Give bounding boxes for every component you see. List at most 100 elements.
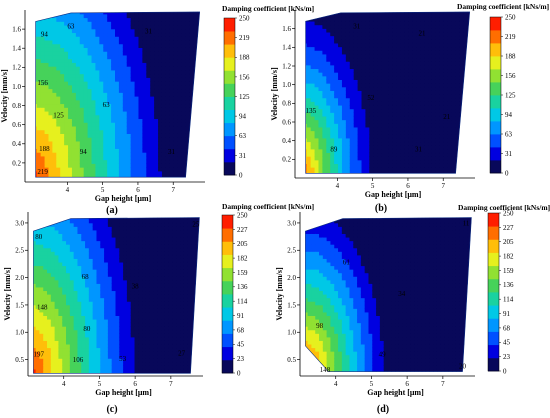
contour-cell <box>353 170 359 174</box>
contour-cell <box>373 17 378 22</box>
contour-cell <box>158 125 163 131</box>
contour-cell <box>64 92 69 97</box>
contour-cell <box>396 31 402 37</box>
contour-cell <box>154 54 159 60</box>
contour-cell <box>52 51 57 56</box>
contour-cell <box>193 170 198 176</box>
contour-cell <box>201 133 206 137</box>
contour-cell <box>388 156 394 161</box>
contour-cell <box>353 145 359 150</box>
contour-cell <box>451 13 457 18</box>
contour-cell <box>396 90 402 95</box>
contour-cell <box>396 83 402 88</box>
contour-cell <box>142 47 147 52</box>
contour-cell <box>158 167 163 172</box>
contour-cell <box>134 167 140 172</box>
contour-cell <box>330 101 335 106</box>
contour-cell <box>33 351 37 356</box>
contour-cell <box>428 46 433 51</box>
contour-cell <box>428 126 433 132</box>
contour-cell <box>158 28 163 34</box>
contour-cell <box>431 130 437 135</box>
contour-cell <box>455 61 460 66</box>
contour-cell <box>68 103 73 108</box>
contour-cell <box>424 159 429 164</box>
contour-cell <box>28 212 32 216</box>
contour-cell <box>381 115 386 121</box>
contour-cell <box>39 340 44 345</box>
contour-cell <box>373 163 378 168</box>
contour-cell <box>428 68 433 73</box>
contour-cell <box>71 21 77 26</box>
contour-cell <box>150 17 155 22</box>
contour-cell <box>103 11 108 15</box>
contour-cell <box>122 81 128 86</box>
contour-cell <box>341 101 347 106</box>
contour-cell <box>345 137 351 143</box>
contour-cell <box>95 137 100 142</box>
contour-cell <box>428 79 433 84</box>
contour-cell <box>103 103 108 108</box>
contour-cell <box>435 101 441 106</box>
contour-cell <box>56 17 61 22</box>
contour-cell <box>118 54 124 60</box>
contour-cell <box>420 53 425 59</box>
contour-cell <box>341 104 347 110</box>
contour-cell <box>118 103 124 108</box>
contour-cell <box>326 126 331 132</box>
contour-cell <box>345 141 351 146</box>
contour-cell <box>451 72 457 77</box>
contour-cell <box>334 134 339 139</box>
contour-cell <box>428 119 433 124</box>
contour-cell <box>158 54 163 60</box>
contour-cell <box>416 130 421 135</box>
contour-cell <box>459 126 464 132</box>
contour-cell <box>349 72 355 77</box>
contour-cell <box>408 141 413 146</box>
contour-cell <box>28 312 32 316</box>
contour-cell <box>341 108 347 113</box>
contour-cell <box>158 84 163 90</box>
contour-cell <box>428 35 433 40</box>
contour-cell <box>134 39 140 45</box>
contour-cell <box>75 159 81 164</box>
contour-cell <box>471 39 476 43</box>
contour-cell <box>181 58 187 63</box>
contour-cell <box>431 83 437 88</box>
contour-cell <box>29 89 34 93</box>
contour-cell <box>447 94 453 99</box>
contour-cell <box>467 50 470 55</box>
contour-cell <box>173 96 179 101</box>
contour-cell <box>62 279 67 284</box>
contour-cell <box>126 163 132 168</box>
contour-cell <box>150 103 155 108</box>
contour-cell <box>373 75 378 80</box>
contour-cell <box>189 140 194 146</box>
contour-cell <box>95 81 100 86</box>
contour-cell <box>459 46 464 51</box>
contour-cell <box>87 167 93 172</box>
contour-cell <box>173 125 179 131</box>
contour-cell <box>420 83 425 88</box>
contour-cell <box>71 133 77 138</box>
contour-cell <box>52 28 57 34</box>
contour-cell <box>107 110 112 116</box>
contour-cell <box>431 13 437 18</box>
contour-cell <box>369 141 374 146</box>
contour-cell <box>201 77 206 81</box>
contour-cell <box>361 156 367 161</box>
contour-cell <box>467 137 470 143</box>
contour-cell <box>115 77 120 82</box>
contour-cell <box>185 21 190 26</box>
contour-cell <box>295 28 300 32</box>
contour-cell <box>69 236 75 242</box>
contour-cell <box>181 114 187 120</box>
contour-cell <box>64 174 69 178</box>
contour-cell <box>341 11 347 15</box>
contour-cell <box>322 72 327 77</box>
contour-cell <box>408 57 413 62</box>
contour-cell <box>56 28 61 34</box>
contour-cell <box>165 92 171 97</box>
contour-cell <box>118 66 124 71</box>
contour-cell <box>404 13 410 18</box>
